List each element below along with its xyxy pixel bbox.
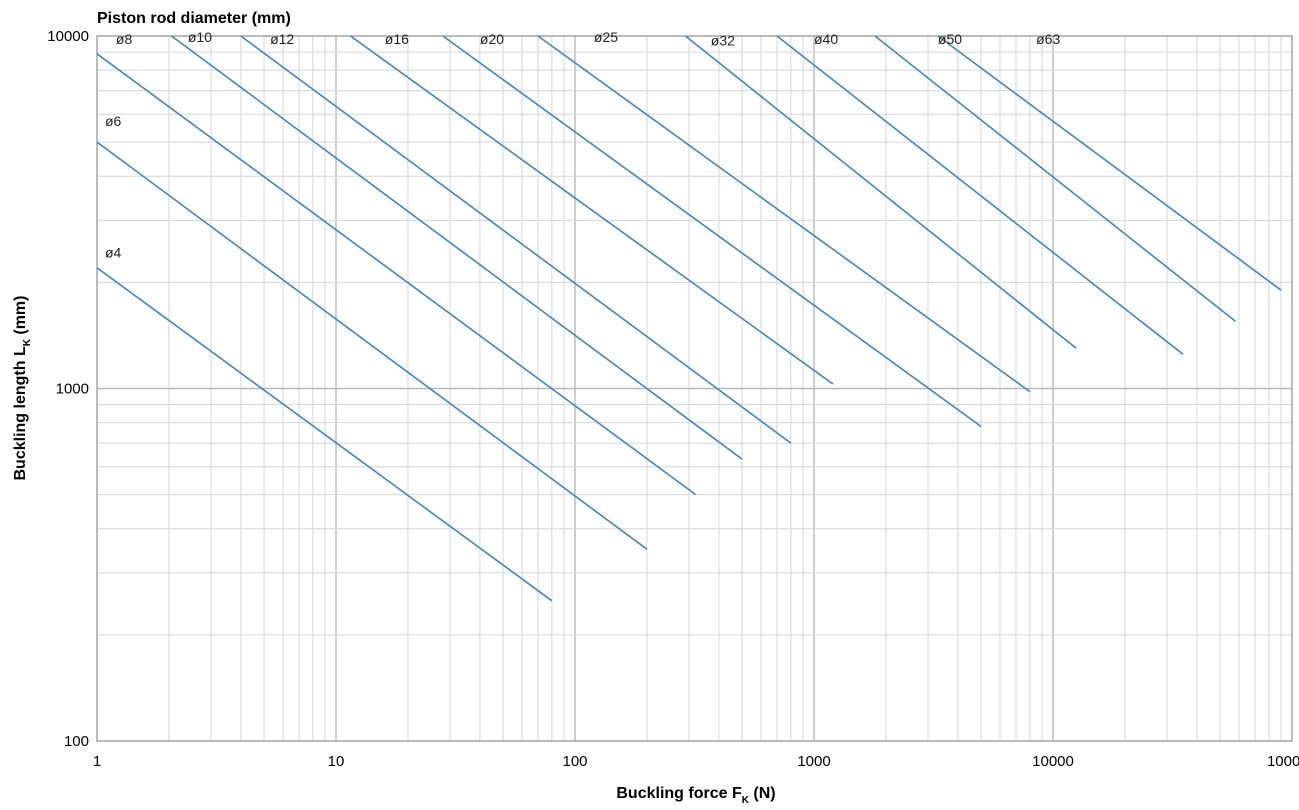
series-line-4	[171, 35, 743, 460]
x-tick-label: 1000	[797, 753, 830, 770]
x-tick-label: 100000	[1267, 753, 1299, 770]
y-tick-label: 1000	[56, 381, 89, 398]
x-tick-labels: 1 10 100 1000 10000 100000	[93, 753, 1299, 770]
series-lines	[96, 35, 1282, 602]
x-tick-label: 1	[93, 753, 101, 770]
y-tick-label: 10000	[47, 28, 89, 45]
series-line-12	[937, 35, 1282, 291]
x-tick-label: 100	[562, 753, 587, 770]
series-labels: ø4 ø6 ø8 ø10 ø12 ø16 ø20 ø25 ø32 ø40 ø50 ø63	[105, 29, 1060, 260]
y-axis-title: Buckling length LK (mm)	[12, 295, 33, 480]
series-label-8: ø25	[594, 29, 618, 45]
x-tick-label: 10000	[1032, 753, 1074, 770]
series-label-7: ø20	[480, 31, 504, 47]
series-label-10: ø40	[814, 31, 838, 47]
grid	[96, 35, 1293, 742]
y-axis-title-main: Buckling length L	[12, 346, 29, 480]
series-line-8	[537, 35, 1031, 393]
series-label-2: ø6	[105, 113, 122, 129]
series-line-7	[442, 35, 982, 428]
series-label-6: ø16	[385, 31, 409, 47]
series-label-5: ø12	[270, 31, 294, 47]
x-axis-title-main: Buckling force F	[616, 785, 742, 802]
series-label-1: ø4	[105, 245, 122, 261]
y-axis-title-unit: (mm)	[12, 295, 29, 339]
x-axis-title-sub: K	[742, 795, 750, 806]
y-tick-labels: 100 1000 10000	[47, 28, 89, 750]
series-label-11: ø50	[938, 31, 962, 47]
series-label-3: ø8	[116, 31, 133, 47]
x-axis-title: Buckling force FK (N)	[616, 785, 775, 806]
chart-header: Piston rod diameter (mm)	[97, 10, 291, 27]
series-label-12: ø63	[1036, 31, 1060, 47]
plot-frame	[96, 35, 1293, 742]
series-line-3	[96, 53, 697, 496]
series-line-10	[776, 35, 1184, 355]
series-line-11	[874, 35, 1236, 323]
series-label-9: ø32	[711, 32, 735, 48]
series-line-9	[685, 35, 1077, 349]
series-line-2	[96, 141, 648, 550]
x-axis-title-unit: (N)	[749, 785, 776, 802]
series-line-6	[350, 35, 834, 385]
x-tick-label: 10	[328, 753, 345, 770]
series-line-1	[96, 267, 553, 602]
series-line-5	[240, 35, 792, 444]
y-tick-label: 100	[64, 733, 89, 750]
series-label-4: ø10	[188, 29, 212, 45]
y-axis-title-sub: K	[22, 338, 33, 346]
